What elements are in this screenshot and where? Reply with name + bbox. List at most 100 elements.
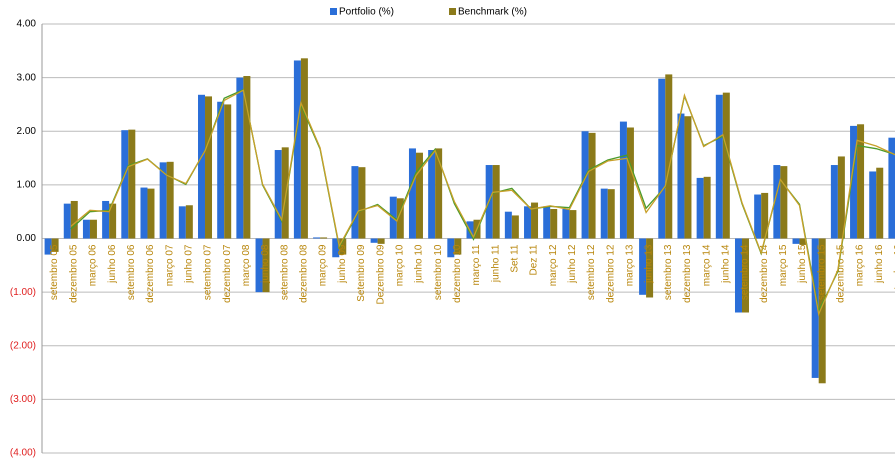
bar [281, 147, 289, 239]
bar [837, 156, 845, 239]
bar [639, 238, 647, 295]
legend-label: Portfolio (%) [339, 7, 394, 18]
x-tick-label: dezembro 14 [759, 244, 770, 303]
x-tick-label: março 13 [625, 244, 636, 286]
bar [82, 219, 90, 239]
bar [550, 209, 558, 239]
bar [51, 238, 59, 252]
bar [147, 188, 155, 239]
bar [396, 198, 404, 239]
bar [243, 76, 251, 239]
bar [236, 77, 244, 239]
x-tick-label: março 06 [88, 244, 99, 286]
x-tick-label: junho 13 [644, 244, 655, 284]
x-tick-label: Dezembro 09 [375, 244, 386, 304]
bar [217, 101, 225, 239]
bar [415, 152, 423, 239]
bar [722, 92, 730, 239]
bar [274, 150, 282, 239]
x-tick-label: Set 11 [509, 244, 520, 273]
bar [876, 167, 884, 239]
bar [696, 177, 704, 239]
bar [511, 215, 519, 239]
x-tick-label: junho 09 [337, 244, 348, 284]
x-tick-label: dezembro 05 [68, 244, 79, 303]
x-tick-label: março 10 [394, 244, 405, 286]
bar [850, 125, 858, 239]
x-tick-label: dezembro 06 [145, 244, 156, 303]
x-tick-label: março 16 [855, 244, 866, 286]
y-tick-label: 2.00 [17, 126, 37, 137]
bar [703, 176, 711, 239]
bar [313, 237, 321, 239]
bar [715, 94, 723, 239]
bar [888, 137, 895, 239]
x-tick-label: setembro 07 [203, 244, 214, 300]
bar [646, 238, 654, 298]
y-tick-label: 1.00 [17, 180, 37, 191]
bar [607, 189, 615, 239]
y-tick-label: (3.00) [10, 394, 36, 405]
y-tick-label: 3.00 [17, 72, 37, 83]
bar [569, 210, 577, 239]
bar [665, 74, 673, 239]
x-tick-label: junho 16 [874, 244, 885, 284]
x-tick-label: março 15 [778, 244, 789, 286]
x-tick-label: junho 11 [490, 244, 501, 283]
bar [754, 194, 762, 239]
bar [205, 96, 213, 239]
x-tick-label: março 12 [548, 244, 559, 286]
bar [531, 202, 539, 239]
bar [773, 165, 781, 239]
bar [626, 127, 634, 239]
bar [262, 238, 270, 293]
bar [428, 150, 436, 239]
bar [408, 148, 416, 239]
bar [89, 219, 97, 239]
y-tick-label: (4.00) [10, 448, 36, 459]
bar [734, 238, 742, 313]
x-tick-label: setembro 15 [816, 244, 827, 300]
x-tick-label: dezembro 08 [299, 244, 310, 303]
bar [658, 78, 666, 239]
x-tick-label: junho 15 [797, 244, 808, 284]
x-tick-label: junho 12 [567, 244, 578, 284]
x-tick-label: março 08 [241, 244, 252, 286]
bar [224, 104, 232, 239]
bar [121, 130, 129, 239]
bar [492, 165, 500, 239]
bar [166, 161, 174, 239]
bar [562, 209, 570, 239]
x-tick-label: dezembro 13 [682, 244, 693, 303]
bar [102, 200, 110, 239]
bar [581, 131, 589, 239]
bar [255, 238, 263, 293]
x-tick-label: março 07 [164, 244, 175, 286]
bar [63, 203, 71, 239]
bar [377, 238, 385, 244]
bar [504, 211, 512, 239]
y-tick-label: 4.00 [17, 19, 37, 30]
bar [128, 129, 136, 239]
bar [792, 238, 800, 244]
bar [600, 188, 608, 239]
bar [44, 238, 52, 255]
bar [830, 165, 838, 239]
bar [178, 206, 186, 239]
trend-line [70, 89, 895, 317]
bar [869, 171, 877, 239]
x-tick-label: junho 07 [183, 244, 194, 284]
x-tick-label: setembro 12 [586, 244, 597, 300]
bar [761, 192, 769, 239]
x-tick-label: setembro 10 [433, 244, 444, 300]
bar [332, 238, 340, 258]
y-tick-label: (2.00) [10, 340, 36, 351]
y-tick-label: (1.00) [10, 287, 36, 298]
bar [543, 206, 551, 239]
x-tick-label: março 09 [318, 244, 329, 286]
x-tick-label: março 14 [701, 244, 712, 286]
x-tick-label: Setembro 09 [356, 244, 367, 302]
legend-swatch [330, 8, 337, 15]
bar [677, 113, 685, 239]
